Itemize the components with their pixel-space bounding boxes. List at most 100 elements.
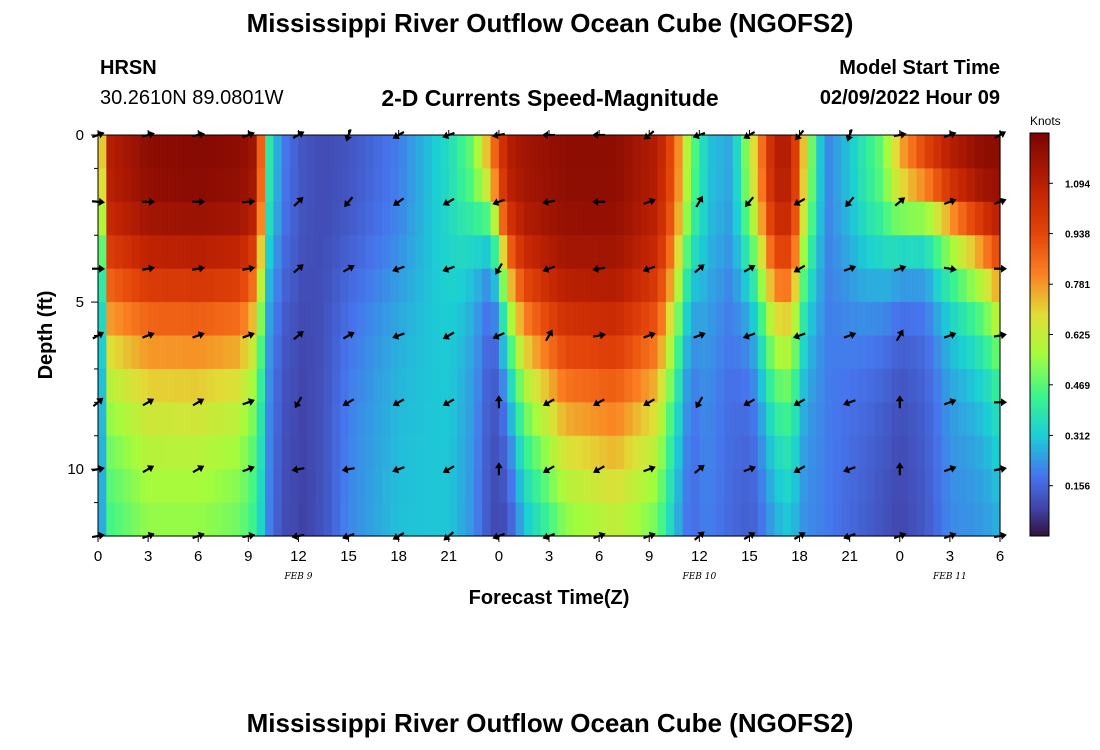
heatmap-cell	[749, 469, 759, 504]
heatmap-cell	[156, 368, 166, 403]
heatmap-cell	[665, 469, 675, 504]
heatmap-cell	[214, 302, 224, 337]
heatmap-cell	[239, 302, 249, 337]
heatmap-cell	[974, 201, 984, 236]
heatmap-cell	[498, 402, 508, 437]
heatmap-cell	[916, 135, 926, 170]
heatmap-cell	[782, 168, 792, 203]
heatmap-cell	[498, 268, 508, 303]
heatmap-cell	[415, 201, 425, 236]
heatmap-cell	[557, 268, 567, 303]
heatmap-cell	[782, 402, 792, 437]
heatmap-cell	[432, 469, 442, 504]
heatmap-cell	[315, 402, 325, 437]
heatmap-cell	[799, 235, 809, 270]
heatmap-cell	[407, 335, 416, 370]
heatmap-cell	[365, 268, 375, 303]
heatmap-cell	[298, 135, 308, 170]
heatmap-cell	[749, 435, 759, 470]
heatmap-cell	[206, 502, 216, 537]
heatmap-cell	[891, 335, 901, 370]
current-arrow	[643, 197, 656, 206]
heatmap-cell	[741, 469, 751, 504]
heatmap-cell	[473, 502, 483, 537]
current-arrow	[442, 398, 455, 407]
heatmap-cell	[916, 268, 926, 303]
heatmap-cell	[214, 368, 224, 403]
heatmap-cell	[832, 235, 842, 270]
heatmap-cell	[181, 135, 191, 170]
heatmap-cell	[507, 469, 517, 504]
colorbar-tick-label: 0.469	[1065, 381, 1090, 392]
heatmap-cell	[657, 435, 667, 470]
heatmap-cell	[256, 201, 266, 236]
current-arrow	[293, 196, 304, 207]
heatmap-cell	[231, 135, 241, 170]
heatmap-cell	[774, 235, 784, 270]
current-arrow	[893, 264, 907, 273]
heatmap-cell	[390, 502, 400, 537]
heatmap-cell	[398, 335, 408, 370]
heatmap-cell	[941, 268, 951, 303]
heatmap-cell	[941, 435, 951, 470]
heatmap-cell	[858, 135, 867, 170]
heatmap-cell	[782, 235, 792, 270]
heatmap-cell	[924, 335, 934, 370]
heatmap-cell	[632, 268, 642, 303]
heatmap-cell	[290, 168, 300, 203]
heatmap-cell	[331, 435, 341, 470]
heatmap-cell	[657, 268, 667, 303]
heatmap-cell	[173, 335, 183, 370]
heatmap-cell	[306, 402, 316, 437]
heatmap-cell	[816, 368, 826, 403]
heatmap-cell	[181, 402, 191, 437]
heatmap-cell	[98, 402, 107, 437]
heatmap-cell	[799, 302, 809, 337]
heatmap-cell	[373, 135, 383, 170]
heatmap-cell	[974, 368, 984, 403]
heatmap-cell	[256, 435, 266, 470]
heatmap-cell	[883, 235, 893, 270]
current-arrow	[142, 197, 156, 206]
heatmap-cell	[131, 435, 141, 470]
heatmap-cell	[899, 402, 909, 437]
heatmap-cell	[432, 268, 442, 303]
heatmap-cell	[440, 268, 450, 303]
heatmap-cell	[941, 368, 951, 403]
current-arrow	[542, 198, 556, 206]
heatmap-cell	[699, 502, 709, 537]
colorbar-tick-label: 0.781	[1065, 280, 1090, 291]
heatmap-cell	[323, 201, 333, 236]
heatmap-cell	[340, 368, 350, 403]
heatmap-cell	[749, 368, 759, 403]
heatmap-cell	[958, 135, 968, 170]
heatmap-cell	[649, 268, 659, 303]
heatmap-cell	[832, 335, 842, 370]
heatmap-cell	[306, 435, 316, 470]
heatmap-cell	[640, 502, 650, 537]
heatmap-cell	[214, 201, 224, 236]
current-arrow	[642, 265, 656, 273]
heatmap-cell	[164, 368, 174, 403]
heatmap-cell	[315, 168, 325, 203]
heatmap-cell	[139, 502, 149, 537]
heatmap-cell	[540, 235, 550, 270]
heatmap-cell	[139, 235, 149, 270]
current-arrow	[342, 264, 355, 273]
heatmap-cell	[724, 435, 734, 470]
current-arrow	[192, 264, 206, 273]
heatmap-cell	[156, 402, 166, 437]
heatmap-cell	[849, 168, 859, 203]
heatmap-cell	[482, 368, 492, 403]
heatmap-cell	[173, 168, 183, 203]
heatmap-cell	[373, 268, 383, 303]
heatmap-cell	[599, 502, 609, 537]
heatmap-cell	[123, 469, 133, 504]
current-arrow	[542, 265, 556, 273]
heatmap-cell	[523, 335, 533, 370]
heatmap-cell	[615, 435, 625, 470]
heatmap-cell	[774, 302, 784, 337]
heatmap-cell	[290, 335, 300, 370]
heatmap-cell	[290, 201, 300, 236]
heatmap-cell	[866, 201, 876, 236]
